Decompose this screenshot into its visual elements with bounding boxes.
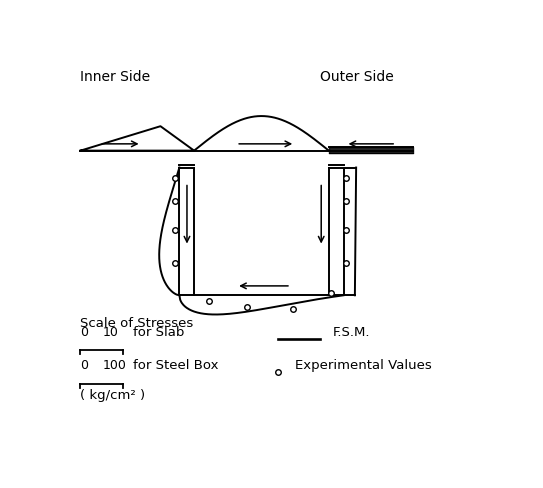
Text: 100: 100 xyxy=(103,359,127,372)
Text: Scale of Stresses: Scale of Stresses xyxy=(80,317,194,330)
Text: F.S.M.: F.S.M. xyxy=(333,325,370,339)
Text: for Slab: for Slab xyxy=(133,325,185,339)
Text: Experimental Values: Experimental Values xyxy=(295,359,432,372)
Text: 0: 0 xyxy=(80,325,89,339)
Text: Outer Side: Outer Side xyxy=(320,70,394,84)
Text: Inner Side: Inner Side xyxy=(80,70,150,84)
Text: for Steel Box: for Steel Box xyxy=(133,359,219,372)
Text: 10: 10 xyxy=(103,325,118,339)
Text: ( kg/cm² ): ( kg/cm² ) xyxy=(80,389,146,403)
Text: 0: 0 xyxy=(80,359,89,372)
